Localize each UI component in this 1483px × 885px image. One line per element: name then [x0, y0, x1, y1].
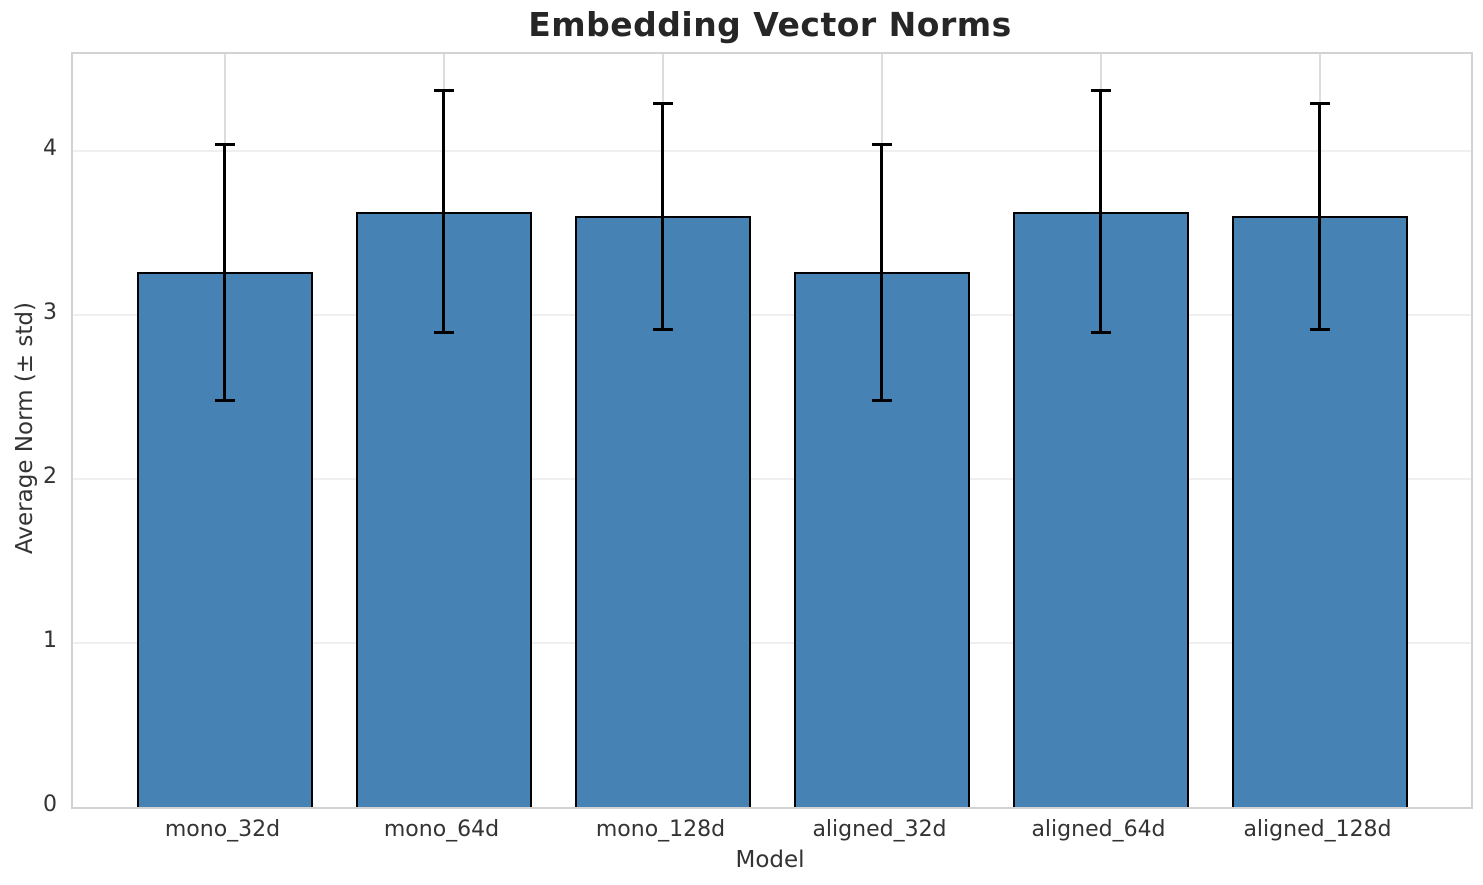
y-tick-label: 4 [43, 135, 57, 161]
x-tick-label: aligned_128d [1243, 817, 1392, 842]
error-cap-top [652, 101, 673, 105]
error-bar [1318, 103, 1321, 330]
h-gridline [73, 477, 1471, 480]
error-cap-bottom [1090, 331, 1111, 335]
x-tick-label: mono_32d [164, 817, 281, 842]
error-cap-top [871, 142, 892, 146]
h-gridline [73, 149, 1471, 152]
error-bar [661, 103, 664, 330]
h-gridline [73, 313, 1471, 316]
error-bar [880, 144, 883, 401]
h-gridline [73, 641, 1471, 644]
error-cap-bottom [433, 331, 454, 335]
y-tick-label: 2 [43, 463, 57, 489]
error-cap-bottom [214, 398, 235, 402]
plot-area [71, 52, 1473, 809]
error-cap-top [1309, 101, 1330, 105]
error-bar [1099, 90, 1102, 333]
error-cap-top [433, 88, 454, 92]
x-tick-label: aligned_32d [812, 817, 947, 842]
error-bar [223, 144, 226, 401]
x-tick-label: mono_128d [595, 817, 726, 842]
error-cap-top [214, 142, 235, 146]
error-cap-bottom [1309, 328, 1330, 332]
y-tick-label: 3 [43, 299, 57, 325]
y-tick-label: 0 [43, 792, 57, 817]
x-tick-label: mono_64d [383, 817, 500, 842]
error-bar [442, 90, 445, 333]
x-tick-label: aligned_64d [1031, 817, 1166, 842]
x-axis-label: Model [735, 847, 805, 873]
error-cap-bottom [871, 398, 892, 402]
chart-title: Embedding Vector Norms [528, 5, 1012, 44]
error-cap-bottom [652, 328, 673, 332]
error-cap-top [1090, 88, 1111, 92]
y-tick-label: 1 [43, 627, 57, 653]
y-axis-label: Average Norm (± std) [12, 302, 38, 554]
